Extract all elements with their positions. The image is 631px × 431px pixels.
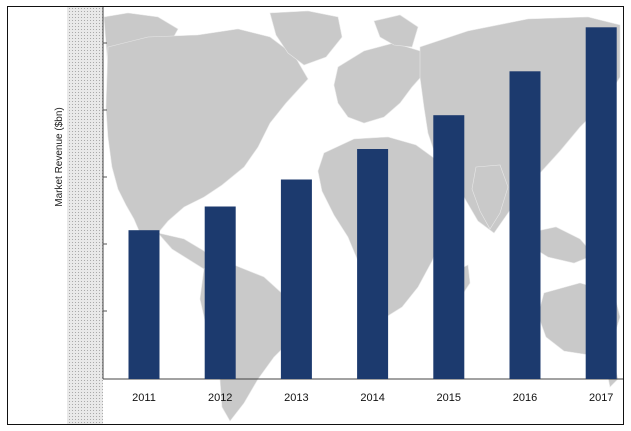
bar-2016 [509, 71, 541, 380]
chart-frame: Market Revenue ($bn) 2011 2012 2013 2014 201… [7, 6, 624, 425]
x-tick-label: 2016 [513, 392, 537, 404]
axis-band [67, 7, 103, 424]
y-axis-label: Market Revenue ($bn) [54, 107, 65, 207]
x-tick-label: 2011 [132, 392, 156, 404]
x-tick-label: 2017 [589, 392, 613, 404]
bar-chart: Market Revenue ($bn) 2011 2012 2013 2014 201… [54, 7, 623, 424]
bar-2014 [357, 149, 389, 379]
x-tick-labels: 2011 2012 2013 2014 2015 2016 2017 [132, 392, 613, 404]
bar-2017 [585, 27, 617, 380]
x-tick-label: 2012 [208, 392, 232, 404]
bars-group [128, 27, 617, 380]
bar-2012 [204, 206, 236, 379]
y-axis-ticks [103, 42, 107, 312]
bar-2013 [280, 179, 312, 379]
bar-2011 [128, 230, 160, 379]
bar-2015 [433, 115, 465, 379]
x-tick-label: 2013 [284, 392, 308, 404]
x-tick-label: 2014 [360, 392, 384, 404]
x-tick-label: 2015 [437, 392, 461, 404]
